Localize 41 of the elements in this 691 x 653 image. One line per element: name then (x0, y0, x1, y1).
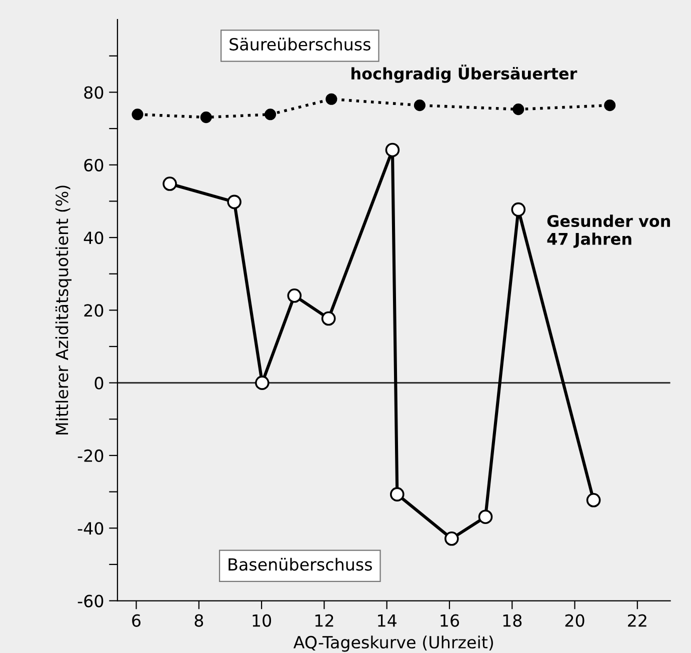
x-tick-label: 18 (503, 614, 522, 627)
x-tick-label: 6 (132, 614, 141, 627)
x-tick-label: 20 (565, 614, 584, 627)
x-axis-title: AQ-Tageskurve (Uhrzeit) (293, 636, 493, 652)
x-tick-label: 16 (440, 614, 460, 627)
x-tick-label: 22 (628, 614, 646, 627)
y-tick-label: 80 (84, 86, 104, 99)
point (321, 311, 336, 326)
point (162, 176, 177, 191)
y-tick-label: 20 (84, 304, 104, 317)
annotation: Säureüberschuss (230, 38, 370, 51)
annotation: Basenüberschuss (228, 558, 372, 571)
y-axis-title: Mittlerer Aziditätsquotient (%) (55, 186, 72, 434)
point (586, 492, 601, 508)
point (414, 100, 426, 112)
y-tick-label: 40 (84, 231, 104, 244)
y-tick-label: 60 (84, 158, 104, 172)
x-tick-label: 12 (315, 614, 334, 627)
point (478, 510, 493, 524)
point (200, 112, 212, 124)
point (385, 142, 400, 158)
point (511, 202, 526, 217)
point (326, 93, 338, 105)
y-tick-label: -40 (78, 522, 104, 535)
x-tick-label: 8 (194, 614, 204, 627)
point (287, 288, 302, 303)
point (604, 100, 616, 112)
point (390, 487, 404, 502)
x-tick-label: 10 (252, 614, 272, 627)
series-label: Gesunder von 47 Jahren (547, 214, 670, 248)
point (264, 108, 276, 120)
point (512, 104, 524, 116)
y-tick-label: -20 (78, 449, 104, 462)
series-label: hochgradig Übersäuerter (352, 64, 578, 83)
point (227, 194, 242, 210)
y-tick-label: 0 (94, 376, 104, 390)
point (255, 376, 270, 390)
x-tick-label: 14 (378, 614, 396, 627)
point (132, 108, 144, 120)
point (444, 531, 459, 546)
y-tick-label: -60 (78, 594, 104, 608)
